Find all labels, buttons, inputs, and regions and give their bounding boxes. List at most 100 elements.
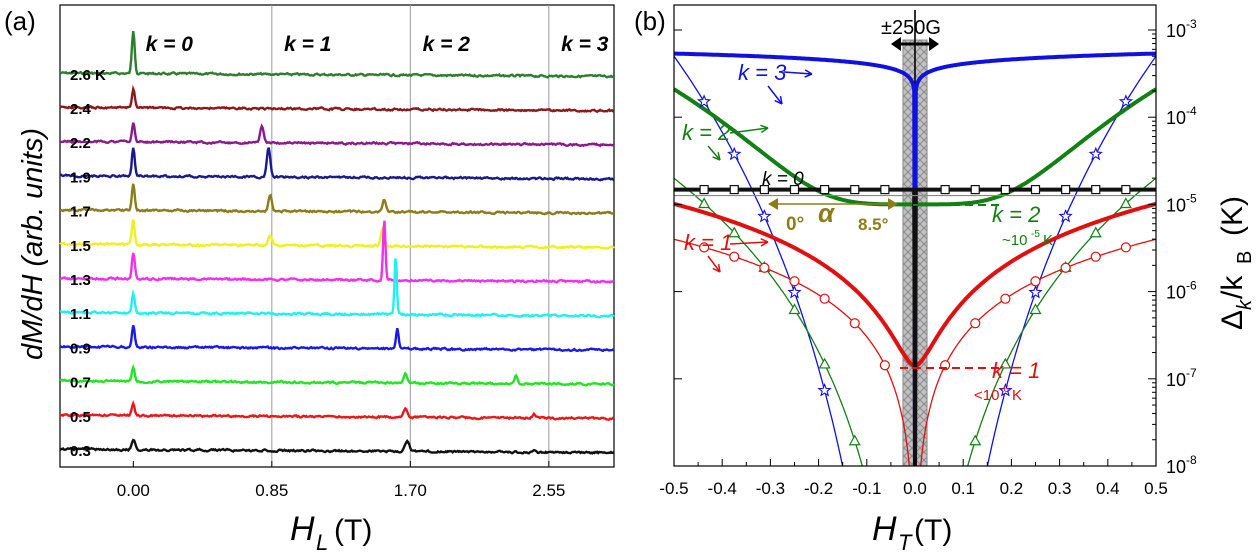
panel-b-star-marker	[1058, 208, 1073, 223]
panel-b-curve	[674, 55, 1156, 466]
panel-b-square-marker	[699, 184, 709, 195]
panel-b-triangle-marker	[969, 434, 982, 446]
panel-b-square-marker	[729, 184, 739, 195]
panel-a-x-tick-label: 1.70	[394, 481, 427, 500]
panel-b-band-arrowhead-right	[929, 37, 940, 51]
panel-b-x-tick-label: 0.2	[1000, 479, 1024, 498]
panel-a-temperature-label: 1.7	[70, 204, 91, 221]
panel-b-circle-marker	[819, 293, 830, 304]
panel-b-xlabel-sub: T	[898, 530, 913, 554]
panel-a-label: (a)	[4, 6, 36, 36]
panel-b: (b) ±250G -0.5 -0.4 -0.3 -0.2 -0.1 0.0 0.1 0.2 0…	[634, 4, 1256, 554]
panel-a-curve	[59, 30, 615, 79]
panel-b-star-marker	[696, 94, 712, 108]
panel-b-star-marker	[1118, 94, 1134, 108]
panel-b-y-ticks: 10-310-410-510-610-710-8	[674, 17, 1197, 477]
panel-b-annotation-arrow	[707, 255, 721, 273]
panel-b-circle-marker	[970, 318, 981, 329]
panel-b-annotation-arrowhead	[774, 96, 783, 105]
panel-b-annotation-arrow	[707, 145, 721, 161]
panel-a-k-label: k = 2	[423, 33, 471, 56]
panel-b-ylabel-kb: /k	[1216, 275, 1249, 299]
panel-a-temperature-label: 2.4	[70, 101, 92, 118]
panel-a-temperature-label: 0.9	[70, 340, 91, 357]
panel-b-k2-value-unit: K	[1043, 232, 1053, 249]
panel-b-x-tick-label: 0.0	[903, 479, 927, 498]
panel-b-curve	[674, 177, 1156, 466]
panel-a-ylabel: dM/dH (arb. units)	[17, 128, 49, 360]
panel-b-square-marker	[1121, 184, 1131, 195]
panel-b-triangle-marker	[818, 357, 831, 369]
panel-b-band-arrowhead-left	[890, 37, 901, 51]
panel-b-annotation-arrowhead	[712, 152, 721, 161]
panel-b-markers	[696, 94, 1134, 446]
panel-b-k2-value: ~10	[1002, 232, 1027, 249]
panel-b-ylabel: Δ k /k B (K)	[1216, 196, 1256, 330]
panel-a-curve	[59, 219, 615, 250]
panel-a: (a) k = 0 k = 1 k = 2 k = 3 2.6 K 2.4 2.2 1.9 1…	[4, 4, 615, 554]
panel-b-k3-label: k = 3	[738, 60, 787, 85]
panel-a-x-tick-label: 0.00	[117, 481, 150, 500]
panel-a-curve	[60, 399, 615, 421]
panel-b-y-tick-base: 10	[1166, 108, 1186, 128]
panel-b-triangle-marker	[728, 226, 741, 238]
panel-b-ylabel-unit: (K)	[1216, 196, 1249, 236]
panel-b-square-marker	[880, 184, 890, 195]
panel-a-frame	[59, 4, 615, 468]
panel-a-k-labels: k = 0 k = 1 k = 2 k = 3	[146, 33, 609, 56]
panel-b-x-tick-label: -0.1	[852, 479, 881, 498]
panel-b-circle-marker	[1060, 262, 1071, 273]
panel-b-square-marker	[1061, 184, 1071, 195]
panel-b-xlabel-main: H	[872, 510, 897, 548]
panel-b-annotation-arrow	[729, 127, 769, 134]
panel-a-k-label: k = 0	[146, 33, 194, 56]
panel-b-square-marker	[940, 184, 950, 195]
panel-b-x-tick-label: -0.5	[659, 479, 688, 498]
panel-b-x-tick-label: 0.3	[1048, 479, 1072, 498]
panel-b-y-tick-base: 10	[1166, 21, 1186, 41]
panel-b-square-marker	[1091, 184, 1101, 195]
panel-b-star-marker	[787, 284, 802, 299]
panel-b-annotation-arrowhead	[760, 238, 769, 247]
panel-b-circle-marker	[879, 360, 890, 371]
panel-b-square-marker	[789, 184, 800, 195]
panel-a-curves	[59, 30, 615, 455]
panel-b-band-label: ±250G	[881, 17, 941, 39]
panel-b-ylabel-delta: Δ	[1216, 310, 1249, 330]
panel-a-curve	[59, 363, 615, 387]
panel-a-curve	[59, 438, 615, 455]
panel-b-xlabel-unit: (T)	[914, 514, 952, 547]
panel-b-y-tick-exp: -7	[1186, 366, 1197, 380]
panel-b-circle-marker	[1000, 293, 1011, 304]
panel-b-k2-value-exp: -5	[1031, 229, 1040, 240]
panel-a-temperature-label: 2.2	[70, 135, 91, 152]
panel-b-square-marker	[1030, 184, 1041, 195]
panel-b-label: (b)	[634, 6, 666, 36]
panel-b-circle-marker	[849, 318, 860, 329]
panel-b-triangle-marker	[1029, 303, 1042, 315]
panel-b-circle-marker	[1030, 276, 1041, 287]
panel-b-k1-value: <10	[974, 387, 999, 404]
panel-b-triangle-marker	[788, 303, 801, 315]
panel-b-k1-value-unit: K	[1012, 387, 1022, 404]
panel-a-x-ticks: 0.00 0.85 1.70 2.55	[117, 461, 565, 500]
panel-a-curve	[59, 258, 615, 319]
panel-b-star-marker	[817, 383, 832, 397]
panel-a-x-tick-label: 2.55	[532, 481, 565, 500]
panel-a-temperature-label: 2.6 K	[70, 67, 106, 84]
panel-b-annotation-arrow	[767, 85, 783, 105]
panel-b-annotation-arrow	[783, 71, 813, 75]
panel-b-k1-label: k = 1	[684, 230, 732, 255]
panel-b-square-marker	[820, 184, 830, 195]
panel-b-circle-marker	[759, 262, 770, 273]
panel-b-annotation-arrowhead	[804, 69, 813, 78]
panel-a-temperature-labels: 2.6 K 2.4 2.2 1.9 1.7 1.5 1.3 1.1 0.9 0.7 0.5 0.3	[70, 67, 106, 460]
panel-b-x-tick-label: 0.5	[1144, 479, 1168, 498]
panel-a-temperature-label: 1.9	[70, 169, 91, 186]
panel-a-xlabel-main: H	[290, 510, 315, 548]
panel-b-y-tick-base: 10	[1166, 370, 1186, 390]
panel-b-k1-value-exp: -6	[1000, 384, 1009, 395]
panel-a-temperature-label: 0.3	[70, 443, 91, 460]
panel-b-star-marker	[727, 146, 742, 161]
panel-b-y-tick-exp: -3	[1186, 17, 1197, 31]
